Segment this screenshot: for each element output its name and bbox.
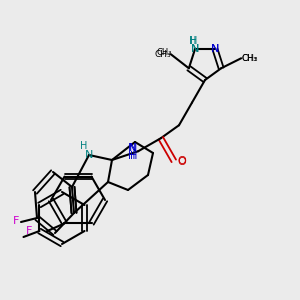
Text: H: H <box>189 36 197 46</box>
Text: N: N <box>211 44 219 54</box>
Text: CH₃: CH₃ <box>154 50 171 59</box>
Text: H: H <box>128 151 136 161</box>
Text: N: N <box>85 150 93 160</box>
Text: N: N <box>128 143 136 153</box>
Text: O: O <box>177 156 186 166</box>
Text: N: N <box>129 143 137 153</box>
Text: F: F <box>13 216 19 226</box>
Text: N: N <box>191 44 199 54</box>
Text: CH₃: CH₃ <box>242 54 257 63</box>
Text: H: H <box>130 151 138 161</box>
Text: N: N <box>191 44 199 54</box>
Text: H: H <box>190 36 198 46</box>
Text: F: F <box>26 226 33 236</box>
Text: CH₃: CH₃ <box>242 54 259 63</box>
Text: CH₃: CH₃ <box>156 48 172 57</box>
Text: H: H <box>80 141 88 151</box>
Text: O: O <box>177 157 186 167</box>
Text: N: N <box>211 44 219 54</box>
